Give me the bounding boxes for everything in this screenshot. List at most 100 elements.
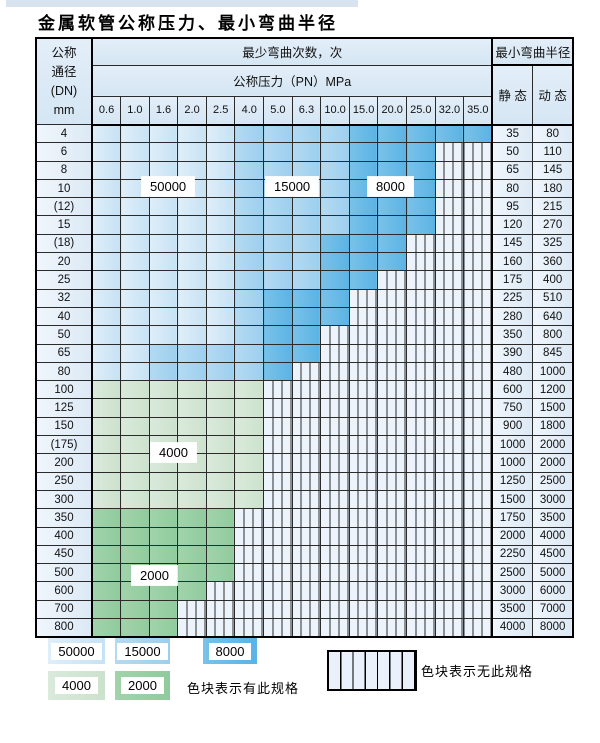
no-spec-cell bbox=[377, 544, 408, 565]
spec-cell-50000 bbox=[120, 361, 150, 382]
spec-cell-15000 bbox=[263, 215, 293, 235]
spec-cell-50000 bbox=[120, 343, 150, 363]
spec-cell-4000 bbox=[234, 380, 265, 400]
static-radius-cell: 280 bbox=[491, 306, 533, 327]
spec-cell-50000 bbox=[120, 306, 150, 327]
spec-cell-15000 bbox=[320, 197, 350, 217]
no-spec-cell bbox=[291, 489, 322, 510]
no-spec-cell bbox=[463, 489, 494, 510]
spec-cell-4000 bbox=[234, 435, 265, 455]
legend-label-8000: 8000 bbox=[208, 642, 252, 660]
spec-cell-50000 bbox=[120, 123, 150, 144]
spec-cell-2000 bbox=[177, 526, 207, 546]
no-spec-cell bbox=[463, 343, 494, 363]
no-spec-cell bbox=[263, 435, 293, 455]
spec-cell-15000 bbox=[263, 233, 293, 254]
no-spec-cell bbox=[434, 453, 465, 473]
spec-cell-50000 bbox=[205, 233, 236, 254]
dn-cell: 25 bbox=[35, 270, 93, 290]
dn-cell: 400 bbox=[35, 526, 93, 546]
spec-cell-50000 bbox=[177, 325, 207, 345]
spec-cell-2000 bbox=[148, 508, 179, 528]
no-spec-cell bbox=[348, 544, 379, 565]
dynamic-radius-cell: 6000 bbox=[531, 581, 574, 601]
spec-cell-50000 bbox=[91, 288, 122, 308]
spec-cell-50000 bbox=[91, 325, 122, 345]
dynamic-radius-cell: 3000 bbox=[531, 489, 574, 510]
table-row: 125 750 1500 bbox=[35, 398, 574, 418]
spec-cell-50000 bbox=[120, 142, 150, 162]
no-spec-cell bbox=[463, 599, 494, 620]
no-spec-cell bbox=[348, 288, 379, 308]
no-spec-cell bbox=[348, 471, 379, 491]
spec-cell-4000 bbox=[148, 489, 179, 510]
spec-cell-8000 bbox=[377, 197, 408, 217]
dn-cell: (175) bbox=[35, 435, 93, 455]
no-spec-cell bbox=[434, 197, 465, 217]
no-spec-cell bbox=[377, 471, 408, 491]
spec-cell-2000 bbox=[148, 544, 179, 565]
no-spec-cell bbox=[377, 489, 408, 510]
dynamic-radius-cell: 180 bbox=[531, 178, 574, 199]
no-spec-cell bbox=[463, 325, 494, 345]
spec-cell-4000 bbox=[148, 398, 179, 418]
spec-cell-50000 bbox=[91, 361, 122, 382]
no-spec-cell bbox=[434, 306, 465, 327]
spec-cell-50000 bbox=[120, 252, 150, 272]
spec-cell-2000 bbox=[91, 508, 122, 528]
no-spec-cell bbox=[463, 380, 494, 400]
no-spec-cell bbox=[320, 599, 350, 620]
spec-cell-4000 bbox=[91, 398, 122, 418]
dn-cell: 100 bbox=[35, 380, 93, 400]
no-spec-cell bbox=[348, 599, 379, 620]
table-row: (175) 1000 2000 bbox=[35, 435, 574, 455]
spec-cell-2000 bbox=[91, 581, 122, 601]
no-spec-cell bbox=[291, 544, 322, 565]
no-spec-cell bbox=[291, 526, 322, 546]
pressure-col-header: 25.0 bbox=[406, 95, 436, 126]
spec-cell-50000 bbox=[148, 270, 179, 290]
spec-cell-15000 bbox=[234, 178, 265, 199]
dn-cell: (18) bbox=[35, 233, 93, 254]
static-radius-cell: 600 bbox=[491, 380, 533, 400]
legend-swatch-2000: 2000 bbox=[115, 671, 170, 700]
no-spec-cell bbox=[406, 343, 436, 363]
dynamic-radius-cell: 800 bbox=[531, 325, 574, 345]
legend-label-4000: 4000 bbox=[55, 677, 98, 694]
spec-cell-50000 bbox=[148, 142, 179, 162]
spec-cell-2000 bbox=[177, 563, 207, 583]
spec-cell-50000 bbox=[205, 178, 236, 199]
no-spec-cell bbox=[205, 599, 236, 620]
pressure-col-header: 2.5 bbox=[205, 95, 236, 126]
dn-cell: 350 bbox=[35, 508, 93, 528]
spec-cell-8000 bbox=[291, 306, 322, 327]
no-spec-cell bbox=[234, 599, 265, 620]
legend-swatch-15000: 15000 bbox=[115, 638, 170, 664]
no-spec-cell bbox=[377, 288, 408, 308]
no-spec-cell bbox=[263, 471, 293, 491]
spec-cell-8000 bbox=[463, 123, 494, 144]
no-spec-cell bbox=[377, 380, 408, 400]
dn-cell: 8 bbox=[35, 160, 93, 180]
table-row: 150 900 1800 bbox=[35, 416, 574, 437]
spec-cell-50000 bbox=[91, 178, 122, 199]
no-spec-cell bbox=[348, 508, 379, 528]
static-radius-cell: 145 bbox=[491, 233, 533, 254]
no-spec-cell bbox=[263, 544, 293, 565]
spec-cell-8000 bbox=[320, 288, 350, 308]
no-spec-cell bbox=[348, 526, 379, 546]
no-spec-cell bbox=[263, 380, 293, 400]
pressure-col-header: 4.0 bbox=[234, 95, 265, 126]
dn-cell: 125 bbox=[35, 398, 93, 418]
no-spec-cell bbox=[263, 489, 293, 510]
page-title: 金属软管公称压力、最小弯曲半径 bbox=[38, 14, 338, 34]
spec-cell-4000 bbox=[205, 435, 236, 455]
no-spec-cell bbox=[463, 270, 494, 290]
spec-cell-15000 bbox=[234, 252, 265, 272]
dn-cell: 450 bbox=[35, 544, 93, 565]
spec-cell-4000 bbox=[120, 471, 150, 491]
spec-cell-8000 bbox=[263, 361, 293, 382]
spec-cell-50000 bbox=[148, 288, 179, 308]
spec-cell-2000 bbox=[148, 599, 179, 620]
